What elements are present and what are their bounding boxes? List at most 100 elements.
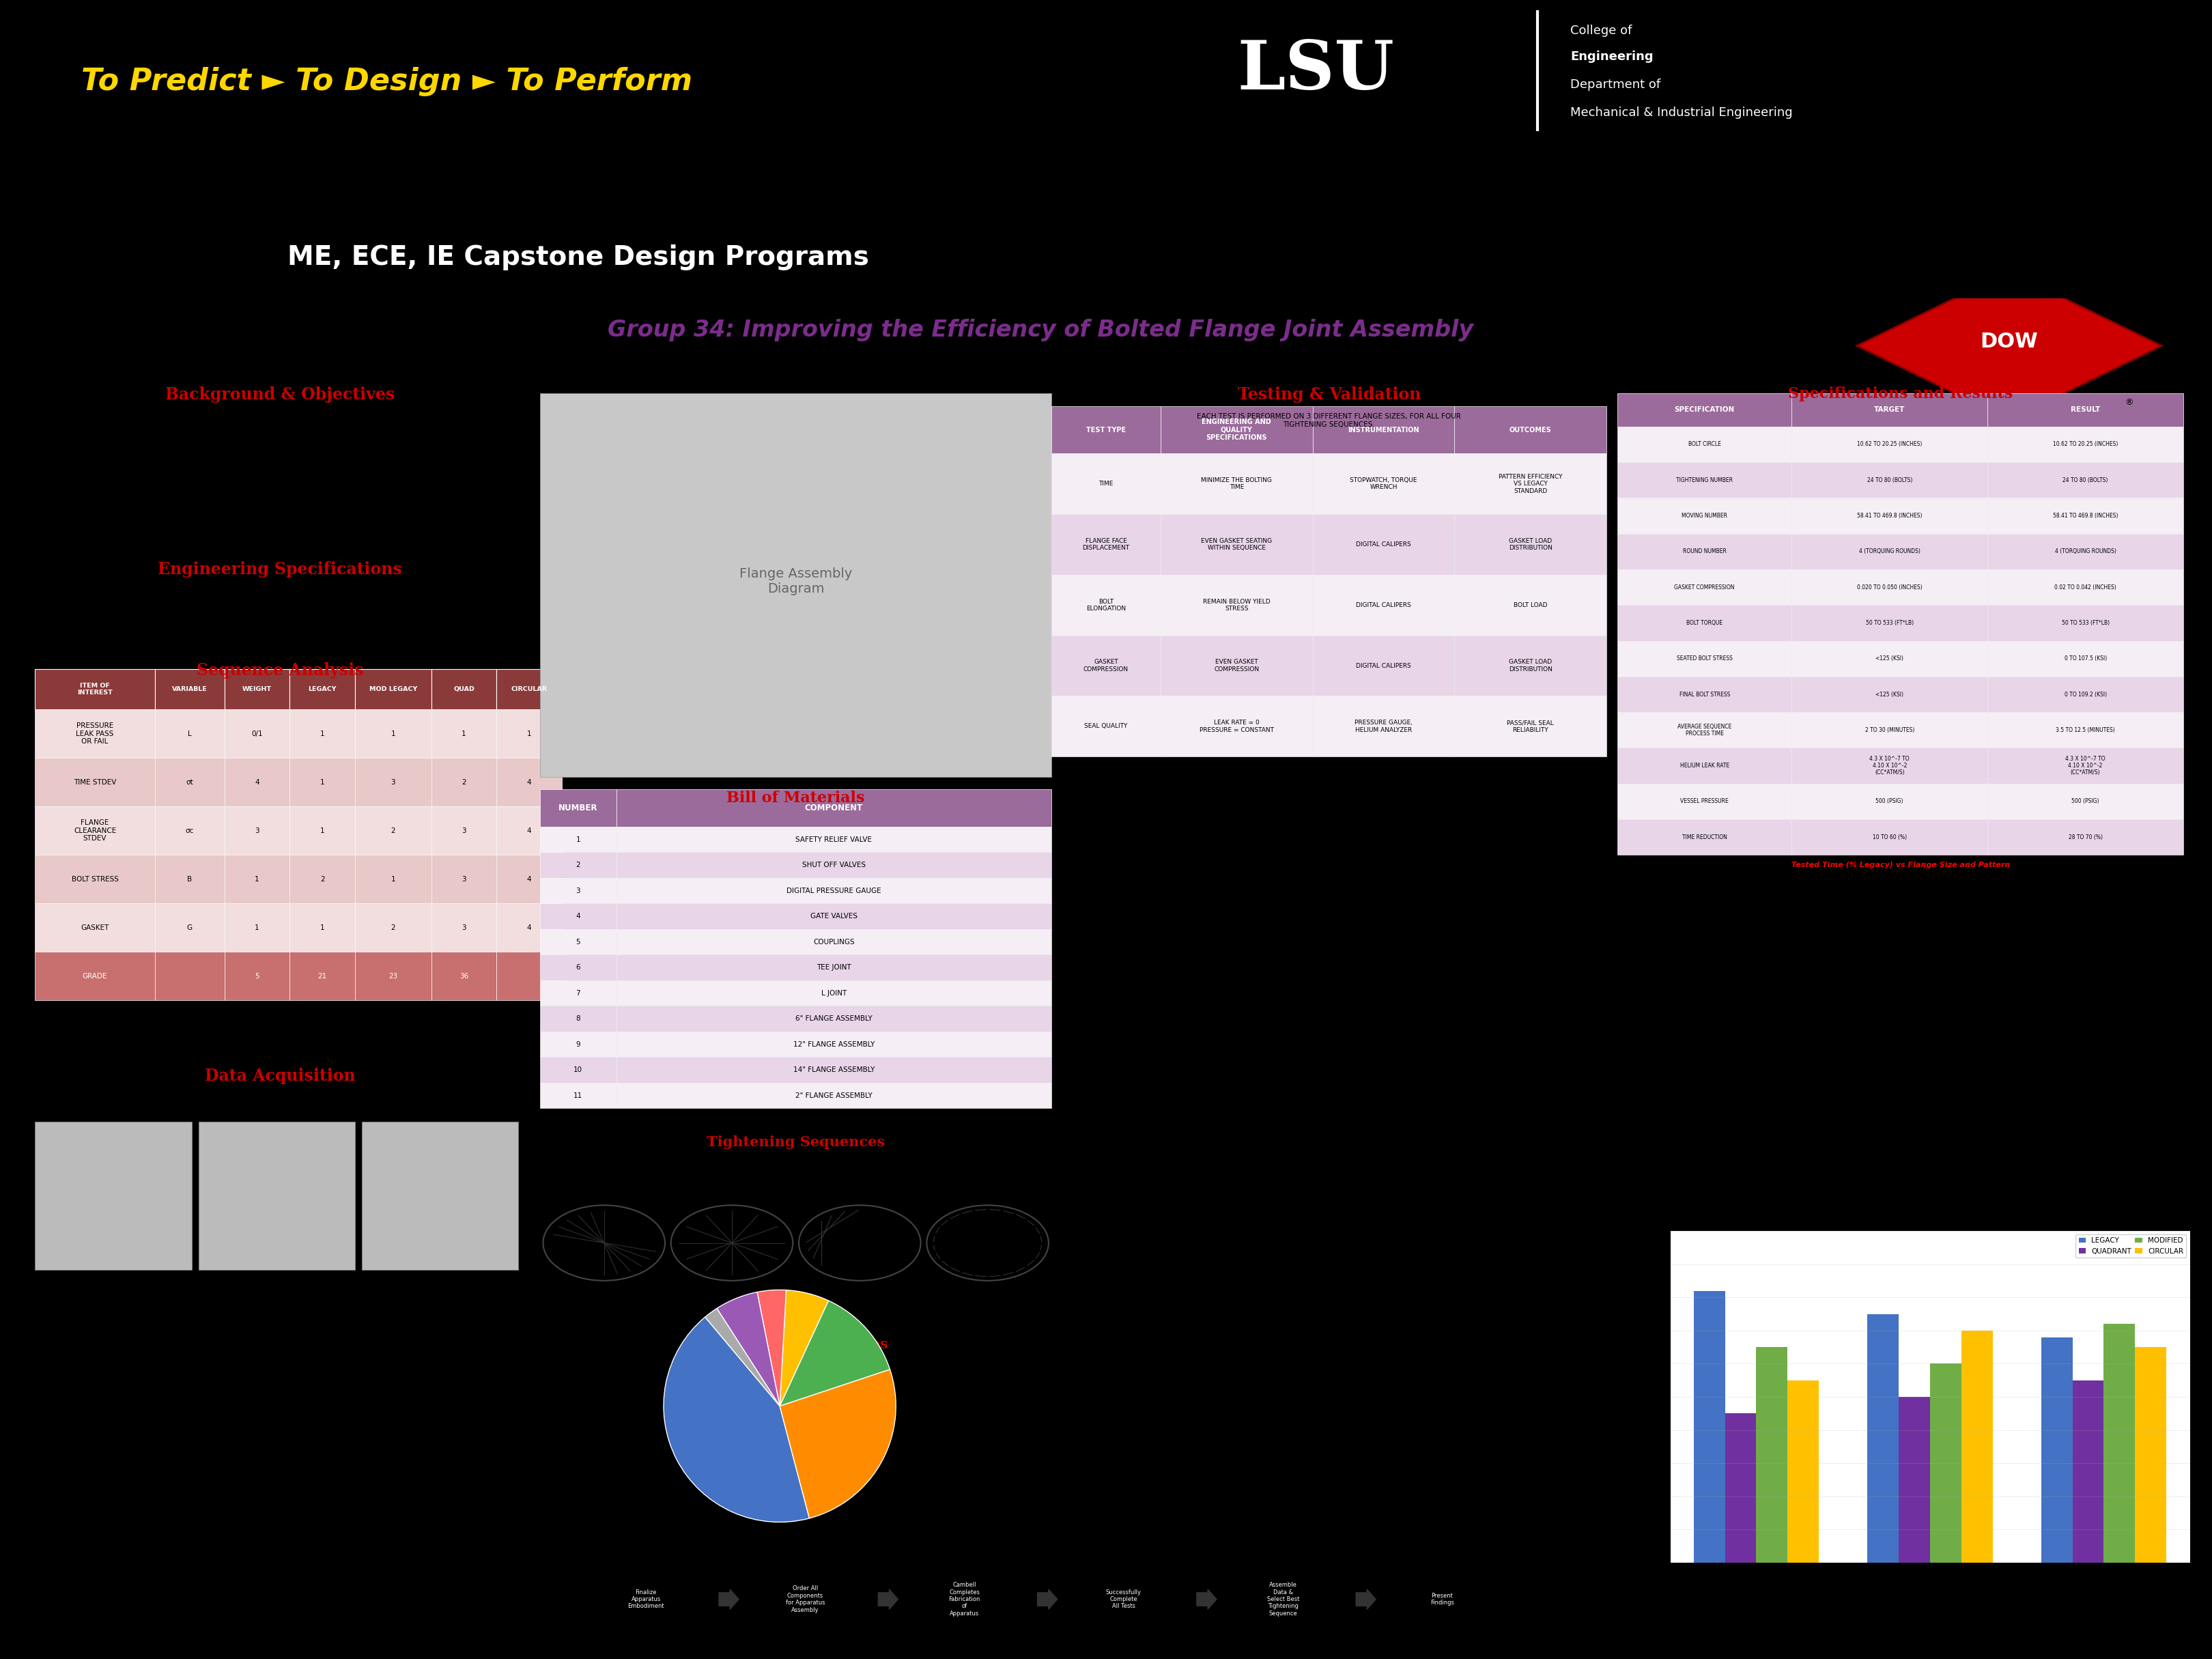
Text: GASKETS 26%: GASKETS 26% (750, 1559, 799, 1566)
Text: BOLT CIRCLE: BOLT CIRCLE (1688, 441, 1721, 448)
Text: 500 (PSIG): 500 (PSIG) (2073, 798, 2099, 805)
FancyBboxPatch shape (540, 393, 1051, 776)
FancyBboxPatch shape (35, 710, 155, 758)
Text: 4 (TORQUING ROUNDS): 4 (TORQUING ROUNDS) (1858, 549, 1920, 554)
Text: 1: 1 (321, 828, 325, 834)
Text: MOD LEGACY: MOD LEGACY (369, 687, 418, 692)
Text: Group 34: Improving the Efficiency of Bolted Flange Joint Assembly: Group 34: Improving the Efficiency of Bo… (608, 319, 1473, 342)
Text: LEAK RATE = 0
PRESSURE = CONSTANT: LEAK RATE = 0 PRESSURE = CONSTANT (1199, 720, 1274, 733)
Text: to determine the effects of tightening sequences on system components: to determine the effects of tightening s… (42, 539, 343, 547)
Text: QUAD: QUAD (453, 687, 473, 692)
FancyBboxPatch shape (1051, 453, 1161, 514)
FancyBboxPatch shape (1453, 514, 1606, 574)
Text: 2" FLANGE ASSEMBLY: 2" FLANGE ASSEMBLY (796, 1092, 872, 1098)
Text: 1: 1 (321, 924, 325, 931)
Text: 0 TO 109.2 (KSI): 0 TO 109.2 (KSI) (2064, 692, 2106, 697)
FancyBboxPatch shape (1792, 426, 1989, 463)
FancyBboxPatch shape (1617, 783, 1792, 820)
FancyBboxPatch shape (540, 1032, 617, 1057)
FancyBboxPatch shape (617, 853, 1051, 878)
Text: Cambell
Completes
Fabrication
of
Apparatus: Cambell Completes Fabrication of Apparat… (949, 1583, 980, 1616)
Text: Alternate Legacy
Pattern: Alternate Legacy Pattern (703, 1291, 761, 1306)
FancyBboxPatch shape (1453, 635, 1606, 697)
FancyBboxPatch shape (617, 878, 1051, 904)
Text: 0.02 TO 0.042 (INCHES): 0.02 TO 0.042 (INCHES) (2055, 584, 2117, 591)
Text: DOW: DOW (1980, 332, 2037, 352)
FancyBboxPatch shape (356, 710, 431, 758)
Text: PASS/FAIL SEAL
RELIABILITY: PASS/FAIL SEAL RELIABILITY (1506, 720, 1553, 733)
Text: GATE VALVES: GATE VALVES (810, 912, 858, 919)
FancyBboxPatch shape (617, 826, 1051, 853)
Text: 9: 9 (575, 1040, 580, 1047)
Text: Budget and Milestones: Budget and Milestones (703, 1337, 889, 1350)
FancyBboxPatch shape (290, 952, 356, 1000)
Bar (1898, 1397, 1929, 1563)
FancyBboxPatch shape (431, 758, 495, 806)
Text: BOLT
ELONGATION: BOLT ELONGATION (1086, 599, 1126, 612)
Text: Flange Assembly
Diagram: Flange Assembly Diagram (739, 567, 852, 596)
FancyBboxPatch shape (617, 954, 1051, 980)
FancyBboxPatch shape (1792, 783, 1989, 820)
FancyBboxPatch shape (617, 790, 1051, 826)
Text: 4: 4 (575, 912, 580, 919)
FancyBboxPatch shape (1792, 534, 1989, 569)
Text: MINIMIZE THE BOLTING
TIME: MINIMIZE THE BOLTING TIME (1201, 478, 1272, 491)
Text: 1: 1 (392, 730, 396, 737)
FancyBboxPatch shape (1312, 574, 1453, 635)
FancyBboxPatch shape (1617, 569, 1792, 606)
Text: LEGACY: LEGACY (307, 687, 336, 692)
Text: <125 (KSI): <125 (KSI) (1876, 655, 1905, 662)
Text: ENGINEERING AND
QUALITY
SPECIFICATIONS: ENGINEERING AND QUALITY SPECIFICATIONS (1201, 418, 1272, 441)
FancyBboxPatch shape (223, 758, 290, 806)
Bar (1962, 1331, 1993, 1563)
Text: σt: σt (186, 778, 192, 786)
Text: 4: 4 (254, 778, 259, 786)
Text: ITEM OF
INTEREST: ITEM OF INTEREST (77, 682, 113, 695)
Text: COUPLINGS: COUPLINGS (814, 939, 854, 946)
FancyBboxPatch shape (223, 854, 290, 904)
Text: PRESSURE GAUGE,
HELIUM ANALYZER: PRESSURE GAUGE, HELIUM ANALYZER (1354, 720, 1413, 733)
FancyBboxPatch shape (1617, 640, 1792, 677)
Text: Assemble
Data &
Select Best
Tightening
Sequence: Assemble Data & Select Best Tightening S… (1267, 1583, 1298, 1616)
Text: NUMBER: NUMBER (560, 803, 597, 813)
Text: PATTERN EFFICIENCY
VS LEGACY
STANDARD: PATTERN EFFICIENCY VS LEGACY STANDARD (1498, 474, 1562, 494)
FancyBboxPatch shape (155, 758, 223, 806)
Bar (1725, 1413, 1756, 1563)
Text: • System capable of withstanding internal pressure to 500 PSI: • System capable of withstanding interna… (42, 584, 292, 592)
Text: 10.62 TO 20.25 (INCHES): 10.62 TO 20.25 (INCHES) (2053, 441, 2119, 448)
Text: 1: 1 (462, 730, 467, 737)
Text: BOLT LOAD: BOLT LOAD (1513, 602, 1548, 609)
Text: Sequence Grade $= L \times (\sigma_T + \sigma_C + B + G)$: Sequence Grade $= L \times (\sigma_T + \… (46, 1020, 234, 1034)
Text: 3.5 TO 12.5 (MINUTES): 3.5 TO 12.5 (MINUTES) (2055, 727, 2115, 733)
Text: 3: 3 (392, 778, 396, 786)
FancyBboxPatch shape (540, 929, 617, 954)
FancyBboxPatch shape (1989, 606, 2183, 640)
FancyBboxPatch shape (617, 1083, 1051, 1108)
Text: FLANGE FACE
DISPLACEMENT: FLANGE FACE DISPLACEMENT (1082, 538, 1130, 551)
Text: EVEN GASKET
COMPRESSION: EVEN GASKET COMPRESSION (1214, 659, 1259, 672)
Text: 4: 4 (526, 828, 531, 834)
FancyBboxPatch shape (1792, 640, 1989, 677)
Text: 36: 36 (460, 972, 469, 979)
Text: 1: 1 (392, 876, 396, 883)
Text: TIME: TIME (1099, 481, 1113, 488)
Text: <125 (KSI): <125 (KSI) (1876, 692, 1905, 697)
FancyBboxPatch shape (1161, 453, 1312, 514)
Text: Background & Objectives: Background & Objectives (166, 387, 394, 403)
Text: STOPWATCH, TORQUE
WRENCH: STOPWATCH, TORQUE WRENCH (1349, 478, 1418, 491)
Text: ME, ECE, IE Capstone Design Programs: ME, ECE, IE Capstone Design Programs (288, 244, 869, 270)
Text: MOVING NUMBER: MOVING NUMBER (1681, 513, 1728, 519)
Text: Tightening Sequences: Tightening Sequences (706, 1135, 885, 1148)
Text: FINAL BOLT STRESS: FINAL BOLT STRESS (1679, 692, 1730, 697)
FancyBboxPatch shape (540, 1083, 617, 1108)
Text: Data Acquisition: Data Acquisition (206, 1068, 356, 1085)
Text: ROUND NUMBER: ROUND NUMBER (1683, 549, 1725, 554)
Text: Tested Time (% Legacy) vs Flange Size and Pattern: Tested Time (% Legacy) vs Flange Size an… (1792, 861, 2011, 869)
Text: L: L (188, 730, 192, 737)
FancyBboxPatch shape (1453, 574, 1606, 635)
Text: VESSEL PRESSURE: VESSEL PRESSURE (1681, 798, 1730, 805)
FancyBboxPatch shape (1051, 406, 1161, 453)
FancyBboxPatch shape (540, 980, 617, 1005)
FancyBboxPatch shape (1312, 635, 1453, 697)
FancyBboxPatch shape (1453, 697, 1606, 757)
